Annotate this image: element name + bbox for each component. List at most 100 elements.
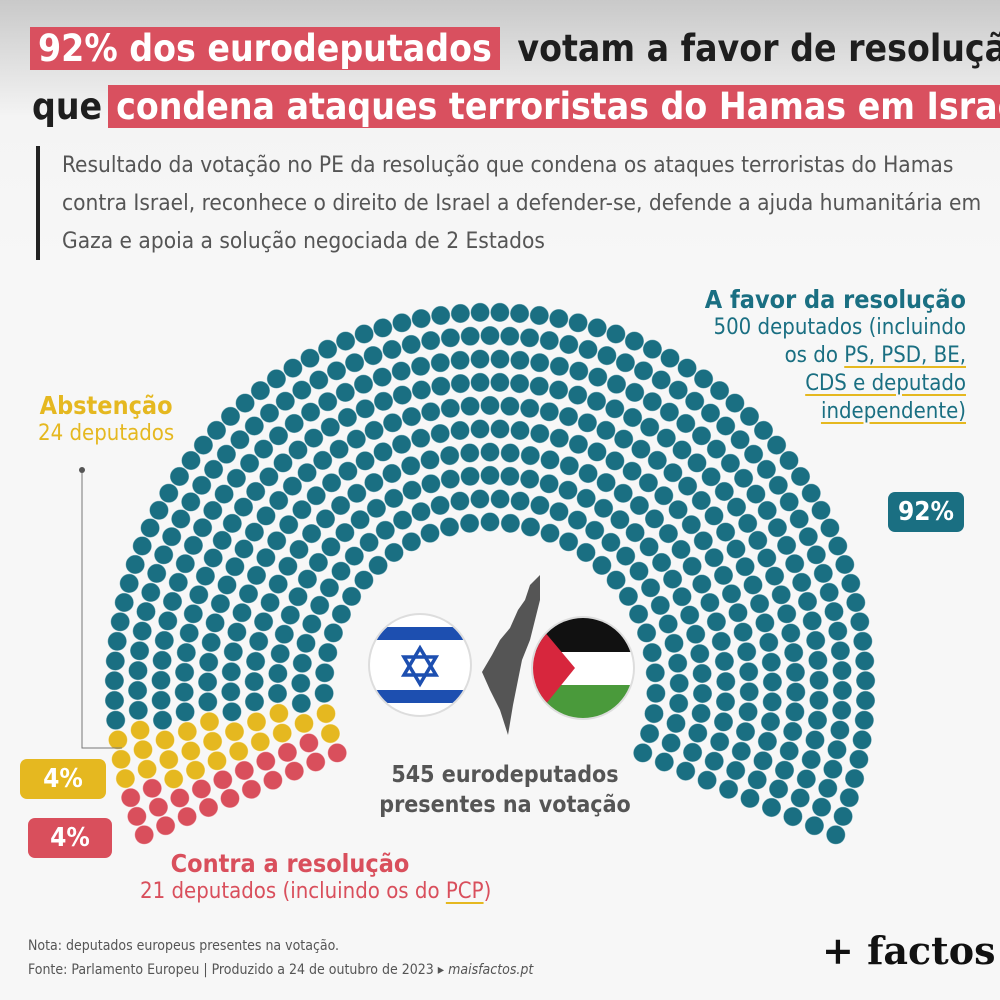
seat-dot [548, 379, 569, 401]
seat-dot [701, 466, 722, 487]
center-label: 545 eurodeputados presentes na votação [360, 760, 650, 820]
seat-dot [299, 348, 321, 369]
seat-dot [668, 380, 689, 401]
seat-dot [780, 623, 801, 644]
star-of-david [400, 655, 440, 688]
abst-desc: 24 deputados [38, 421, 175, 446]
seat-dot [392, 385, 413, 406]
seat-dot [743, 444, 764, 465]
seat-dot [346, 429, 367, 450]
seat-dot [470, 302, 491, 323]
seat-dot [668, 499, 689, 520]
seat-dot [768, 778, 789, 800]
seat-dot [819, 582, 840, 603]
seat-dot [287, 439, 309, 461]
seat-dot [758, 632, 779, 653]
seat-dot [221, 701, 242, 722]
seat-dot [175, 553, 196, 574]
seat-dot [154, 630, 175, 651]
seat-dot [129, 640, 150, 661]
seat-dot [246, 565, 267, 586]
seat-dot [691, 574, 712, 595]
israel-palestine-map-icon [482, 575, 540, 735]
seat-dot [628, 604, 649, 625]
seat-dot [625, 522, 646, 543]
seat-dot [784, 701, 806, 723]
seat-dot [137, 759, 158, 780]
title-line-1: 92% dos eurodeputados votam a favor de r… [30, 26, 1000, 72]
seat-dot [691, 490, 712, 511]
seat-dot [226, 622, 247, 643]
seat-dot [682, 556, 703, 577]
seat-dot [368, 555, 389, 576]
seat-dot [713, 565, 734, 586]
seat-dot [105, 710, 126, 731]
seat-dot [742, 574, 764, 596]
favor-line: os do [784, 343, 845, 368]
seat-dot [305, 751, 326, 773]
seat-dot [604, 450, 626, 471]
seat-dot [202, 500, 223, 521]
contra-desc: PCP [445, 879, 484, 904]
seat-dot [127, 680, 148, 701]
seat-dot [639, 723, 660, 744]
seat-dot [315, 703, 337, 724]
seat-dot [651, 369, 672, 391]
seat-dot [679, 605, 700, 626]
seat-dot [771, 584, 792, 605]
seat-dot [344, 352, 365, 373]
seat-dot [392, 509, 413, 531]
seat-dot [224, 556, 245, 577]
seat-dot [643, 703, 665, 724]
seat-dot [309, 595, 330, 616]
seat-dot [344, 546, 365, 567]
seat-dot [807, 650, 829, 671]
seat-dot [262, 770, 283, 791]
seat-dot [126, 806, 147, 827]
favor-line: 500 deputados (incluindo [713, 315, 967, 340]
seat-dot [290, 673, 311, 694]
center-line: presentes na votação [379, 792, 631, 818]
seat-dot [450, 373, 471, 394]
footer-site-link[interactable]: maisfactos.pt [448, 962, 534, 978]
seat-dot [776, 603, 797, 624]
seat-dot [735, 721, 756, 742]
seat-dot [509, 491, 531, 512]
seat-dot [539, 330, 560, 351]
seat-dot [489, 349, 511, 370]
seat-dot [430, 376, 451, 397]
seat-dot [752, 750, 774, 771]
seat-dot [567, 385, 588, 406]
seat-dot [559, 455, 580, 476]
seat-dot [420, 473, 441, 494]
seat-dot [288, 539, 310, 560]
seat-dot [557, 480, 579, 501]
seat-dot [460, 466, 481, 487]
seat-dot [266, 530, 287, 551]
seat-dot [221, 661, 242, 682]
seat-dot [817, 778, 838, 799]
seat-dot [658, 523, 679, 544]
seat-dot [801, 749, 822, 770]
seat-dot [737, 513, 758, 534]
seat-dot [132, 739, 154, 760]
seat-dot [479, 465, 501, 486]
seat-dot [326, 360, 347, 381]
seat-dot [401, 406, 422, 427]
seat-dot [430, 495, 451, 516]
seat-dot [749, 593, 770, 614]
center-line: 545 eurodeputados [391, 762, 619, 788]
seat-dot [135, 601, 157, 622]
seat-dot [306, 485, 327, 506]
seat-dot [391, 312, 412, 333]
seat-dot [301, 613, 322, 635]
seat-dot [823, 601, 845, 622]
seat-dot [689, 643, 710, 664]
seat-dot [658, 613, 679, 635]
seat-dot [142, 778, 163, 799]
star-of-david [400, 644, 440, 677]
seat-dot [713, 711, 734, 733]
seat-dot [272, 452, 294, 473]
title-highlight-1: 92% dos eurodeputados [30, 27, 500, 70]
seat-dot [650, 595, 671, 616]
